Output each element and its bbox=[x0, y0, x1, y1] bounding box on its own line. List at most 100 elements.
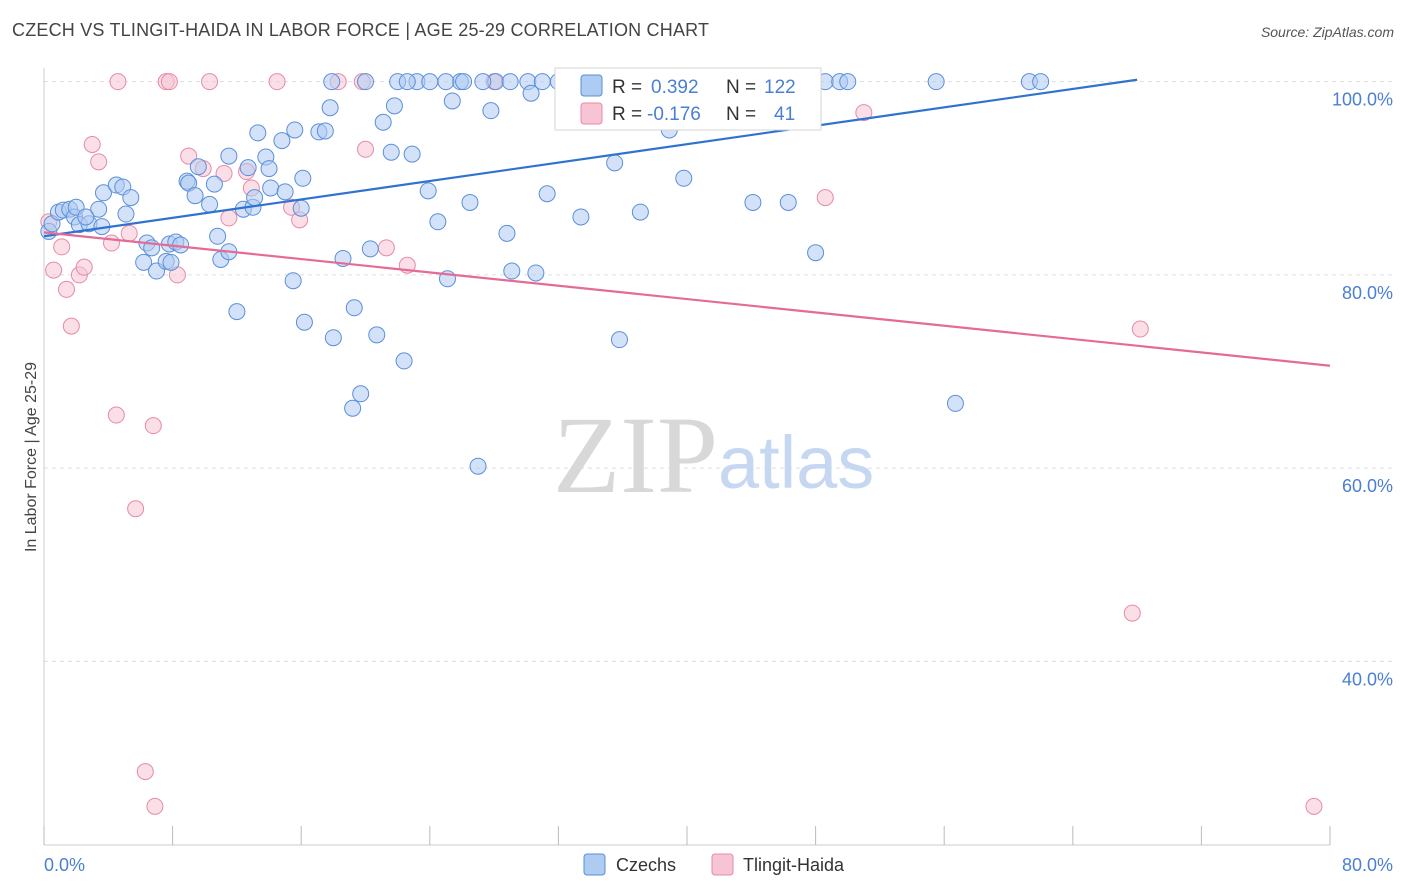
row1-r-value: 0.392 bbox=[651, 77, 699, 98]
czech-point-96 bbox=[631, 203, 649, 221]
czech-point-59 bbox=[344, 399, 362, 417]
czech-point-61 bbox=[368, 326, 386, 344]
row1-r-label: R = bbox=[612, 77, 642, 98]
czech-point-74 bbox=[443, 92, 461, 110]
legend-czech-swatch bbox=[583, 853, 606, 876]
czech-point-25 bbox=[162, 253, 180, 271]
legend: Czechs Tlingit-Haida bbox=[583, 853, 845, 876]
czech-point-113 bbox=[1032, 73, 1050, 91]
czech-point-53 bbox=[316, 122, 334, 140]
czech-point-60 bbox=[361, 240, 379, 258]
czech-point-72 bbox=[429, 213, 447, 231]
czech-point-87 bbox=[533, 73, 551, 91]
czech-point-82 bbox=[498, 224, 516, 242]
czech-point-44 bbox=[273, 132, 291, 150]
czech-swatch bbox=[580, 74, 603, 97]
y-tick-label-1: 80.0% bbox=[1342, 283, 1393, 303]
czech-point-119 bbox=[398, 73, 416, 91]
czech-point-62 bbox=[374, 113, 392, 131]
czech-point-85 bbox=[522, 84, 540, 102]
tlingit-haida-point-8 bbox=[90, 153, 108, 171]
source-note: Source: ZipAtlas.com bbox=[1260, 24, 1394, 40]
czech-points bbox=[40, 73, 1050, 475]
czech-point-51 bbox=[295, 313, 313, 331]
watermark: ZIP atlas bbox=[553, 394, 874, 516]
czech-trend-line bbox=[43, 78, 1138, 238]
czech-point-122 bbox=[839, 73, 857, 91]
czech-point-86 bbox=[527, 264, 545, 282]
tlingit-haida-point-23 bbox=[220, 209, 238, 227]
czech-point-111 bbox=[946, 394, 964, 412]
czech-point-39 bbox=[246, 189, 264, 207]
row1-n-label: N = bbox=[726, 77, 756, 98]
czech-point-16 bbox=[77, 208, 95, 226]
czech-point-71 bbox=[419, 182, 437, 200]
trend-lines bbox=[43, 78, 1331, 367]
czech-point-68 bbox=[403, 145, 421, 163]
czech-point-40 bbox=[262, 179, 280, 197]
watermark-zip: ZIP bbox=[553, 394, 718, 516]
czech-point-33 bbox=[239, 159, 257, 177]
legend-tlingit-swatch bbox=[711, 853, 734, 876]
czech-point-105 bbox=[779, 193, 797, 211]
y-tick-label-3: 40.0% bbox=[1342, 669, 1393, 689]
czech-point-55 bbox=[324, 329, 342, 347]
tlingit-haida-point-36 bbox=[1123, 604, 1141, 622]
y-tick-label-2: 60.0% bbox=[1342, 476, 1393, 496]
tlingit-swatch bbox=[580, 102, 603, 125]
watermark-atlas: atlas bbox=[718, 421, 874, 504]
stats-box: R = 0.392 N = 122 R = -0.176 N = 41 bbox=[554, 67, 822, 131]
tick-labels: 100.0% 80.0% 60.0% 40.0% 0.0% 80.0% bbox=[44, 90, 1393, 875]
tlingit-haida-point-10 bbox=[107, 406, 125, 424]
czech-point-79 bbox=[482, 102, 500, 120]
row2-r-label: R = bbox=[612, 104, 642, 125]
czech-point-11 bbox=[117, 205, 135, 223]
czech-point-110 bbox=[927, 73, 945, 91]
row2-n-label: N = bbox=[726, 104, 756, 125]
czech-point-64 bbox=[385, 97, 403, 115]
axes bbox=[43, 68, 1331, 846]
tlingit-haida-point-34 bbox=[816, 189, 834, 207]
tlingit-haida-trend-line bbox=[43, 231, 1331, 367]
czech-point-46 bbox=[286, 121, 304, 139]
czech-point-65 bbox=[357, 73, 374, 91]
czech-point-12 bbox=[94, 184, 112, 202]
czech-point-29 bbox=[186, 187, 204, 205]
czech-point-63 bbox=[382, 143, 400, 161]
tlingit-haida-point-11 bbox=[120, 224, 138, 242]
czech-point-15 bbox=[122, 189, 140, 207]
czech-point-58 bbox=[352, 385, 370, 403]
czech-point-30 bbox=[201, 195, 219, 213]
czech-point-67 bbox=[395, 352, 413, 370]
x-tick-label-0: 0.0% bbox=[44, 855, 85, 875]
chart-title: CZECH VS TLINGIT-HAIDA IN LABOR FORCE | … bbox=[12, 20, 710, 40]
row1-n-value: 122 bbox=[764, 77, 796, 98]
czech-point-41 bbox=[249, 124, 267, 142]
tlingit-haida-point-38 bbox=[1305, 797, 1323, 815]
czech-point-45 bbox=[276, 183, 294, 201]
czech-point-31 bbox=[205, 175, 223, 193]
czech-point-50 bbox=[284, 272, 302, 290]
czech-point-76 bbox=[455, 73, 473, 91]
tlingit-haida-point-35 bbox=[855, 104, 873, 122]
czech-point-94 bbox=[610, 331, 628, 349]
tlingit-haida-point-17 bbox=[160, 73, 178, 91]
tlingit-haida-point-40 bbox=[268, 73, 286, 91]
czech-point-99 bbox=[675, 169, 693, 187]
czech-point-54 bbox=[321, 99, 339, 117]
tlingit-haida-point-7 bbox=[83, 135, 101, 153]
x-tick-label-1: 80.0% bbox=[1342, 855, 1393, 875]
tlingit-haida-point-19 bbox=[180, 147, 198, 165]
tlingit-haida-point-30 bbox=[357, 140, 374, 158]
czech-point-88 bbox=[538, 185, 556, 203]
legend-czech-label: Czechs bbox=[616, 855, 676, 875]
tlingit-haida-point-6 bbox=[75, 258, 93, 276]
y-axis-title: In Labor Force | Age 25-29 bbox=[23, 362, 40, 552]
tlingit-haida-point-12 bbox=[127, 500, 145, 518]
tlingit-haida-point-22 bbox=[215, 164, 233, 182]
czech-point-48 bbox=[292, 199, 310, 217]
tlingit-haida-point-4 bbox=[62, 317, 80, 335]
tlingit-haida-point-39 bbox=[109, 73, 127, 91]
czech-point-83 bbox=[503, 262, 521, 280]
